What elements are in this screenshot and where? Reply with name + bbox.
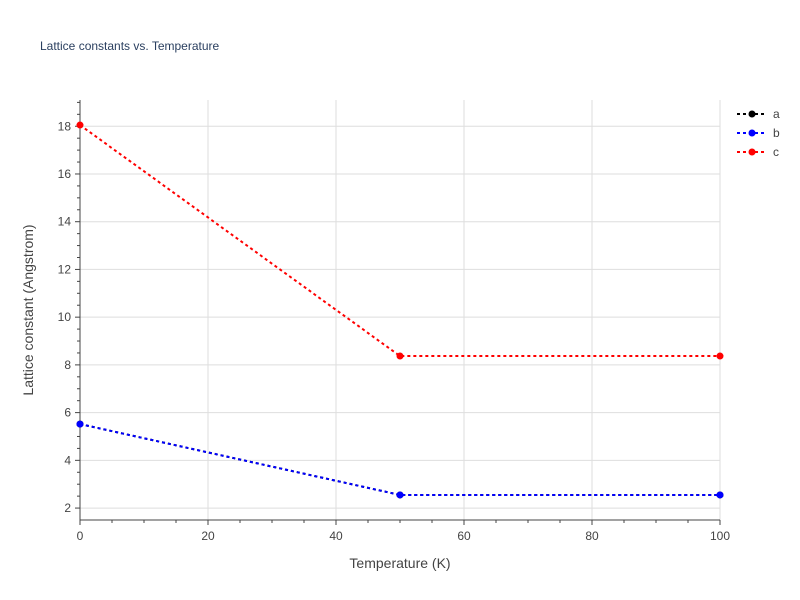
x-tick-label: 40 [329, 529, 343, 543]
series-line-b [79, 423, 720, 496]
legend-label-c: c [773, 145, 779, 159]
y-tick-label: 12 [58, 262, 72, 276]
x-tick-label: 60 [457, 529, 471, 543]
y-tick-label: 10 [58, 310, 72, 324]
y-tick-label: 18 [58, 119, 72, 133]
y-axis-label: Lattice constant (Angstrom) [20, 224, 36, 395]
legend-item-c[interactable]: c [737, 145, 779, 159]
data-point-c[interactable] [76, 121, 84, 129]
legend-label-b: b [773, 126, 780, 140]
gridlines [80, 100, 721, 520]
legend-item-b[interactable]: b [737, 126, 780, 140]
y-tick-label: 2 [64, 501, 71, 515]
data-point-b[interactable] [716, 491, 724, 499]
legend-item-a[interactable]: a [737, 107, 780, 121]
data-point-c[interactable] [716, 352, 724, 360]
legend-marker-a [748, 110, 756, 118]
y-tick-label: 14 [58, 215, 72, 229]
x-tick-label: 0 [77, 529, 84, 543]
data-point-c[interactable] [396, 352, 404, 360]
legend-label-a: a [773, 107, 780, 121]
series-line-c [79, 124, 720, 358]
axes: 0 20 40 60 80 100 2 4 6 8 10 12 14 16 18 [58, 100, 730, 543]
x-tick-label: 80 [585, 529, 599, 543]
y-tick-label: 8 [64, 358, 71, 372]
data-point-b[interactable] [76, 420, 84, 428]
x-tick-label: 20 [201, 529, 215, 543]
y-tick-label: 6 [64, 406, 71, 420]
x-tick-label: 100 [710, 529, 730, 543]
x-axis-label: Temperature (K) [349, 555, 450, 571]
chart-title: Lattice constants vs. Temperature [40, 39, 220, 53]
series-line-a [79, 423, 720, 496]
legend-marker-c [748, 148, 756, 156]
plot-area [76, 121, 724, 499]
y-tick-label: 4 [64, 453, 71, 467]
y-tick-label: 16 [58, 167, 72, 181]
legend[interactable]: abc [737, 107, 780, 159]
data-point-b[interactable] [396, 491, 404, 499]
legend-marker-b [748, 129, 756, 137]
